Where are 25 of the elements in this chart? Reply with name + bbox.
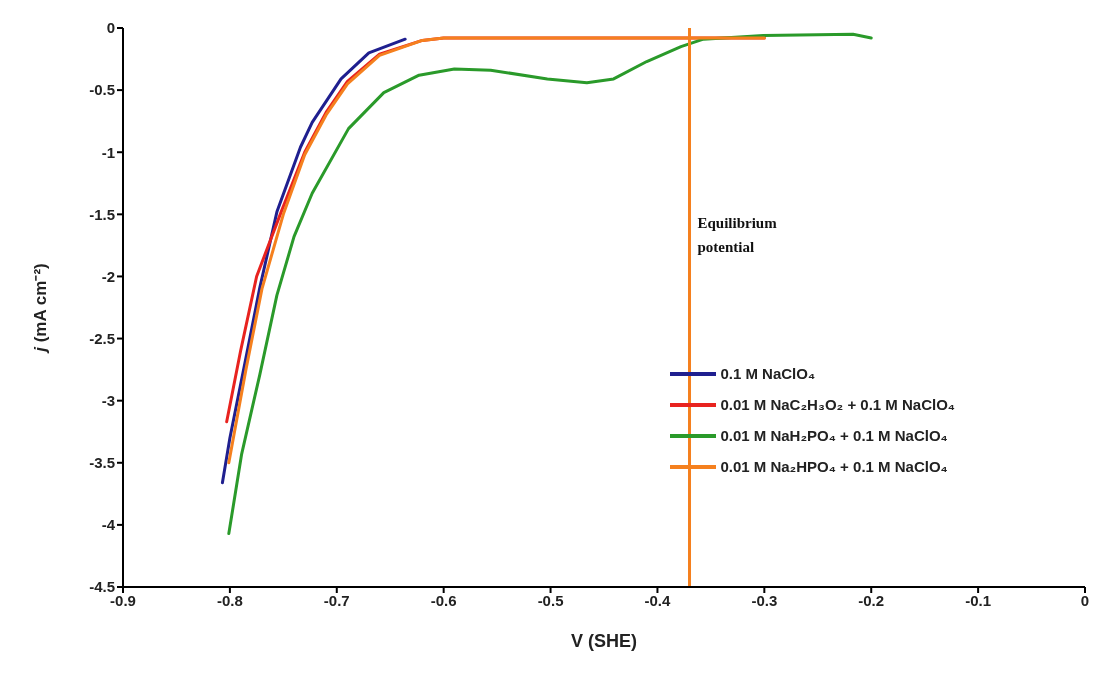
legend-label: 0.1 M NaClO₄: [720, 364, 816, 384]
ref-line-label: Equilibrium potential: [697, 215, 778, 255]
y-tick-label: -3.5: [89, 454, 115, 472]
legend-label: 0.01 M NaH₂PO₄ + 0.1 M NaClO₄: [720, 426, 948, 446]
x-tick-label: -0.7: [323, 591, 350, 609]
y-tick-label: -0.5: [89, 81, 115, 99]
y-tick-label: -1.5: [89, 205, 115, 223]
legend-label: 0.01 M NaC₂H₃O₂ + 0.1 M NaClO₄: [720, 395, 955, 415]
x-tick-label: 0: [1080, 591, 1090, 609]
x-tick-label: -0.3: [751, 591, 778, 609]
legend-label: 0.01 M Na₂HPO₄ + 0.1 M NaClO₄: [720, 457, 948, 477]
x-tick-label: -0.1: [965, 591, 992, 609]
y-tick-label: -3: [101, 391, 115, 409]
y-tick-label: -2: [101, 267, 115, 285]
y-tick-label: -4: [101, 516, 116, 534]
x-tick-label: -0.4: [644, 591, 672, 609]
x-tick-label: -0.2: [858, 591, 885, 609]
x-tick-label: -0.6: [430, 591, 457, 609]
x-tick-label: -0.8: [216, 591, 243, 609]
y-tick-label: -2.5: [89, 329, 115, 347]
x-axis-title: V (SHE): [570, 631, 638, 651]
y-axis-title: j (mA cm⁻²): [31, 263, 50, 354]
y-tick-label: -1: [101, 143, 115, 161]
y-tick-label: 0: [106, 19, 115, 37]
x-tick-label: -0.5: [537, 591, 564, 609]
